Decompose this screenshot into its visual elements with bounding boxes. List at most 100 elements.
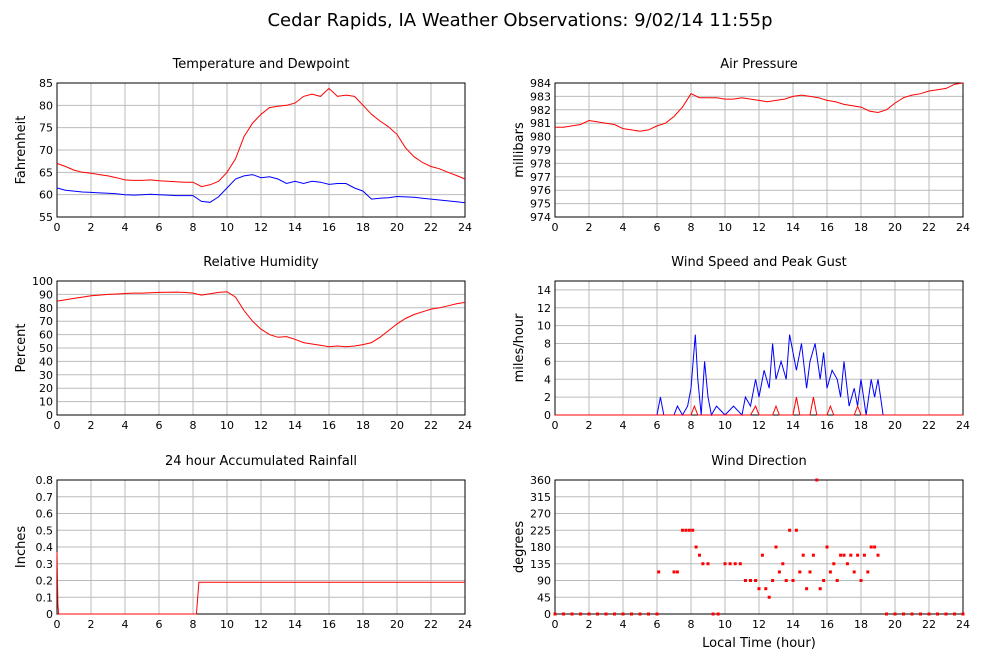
x-tick-label: 20 xyxy=(888,618,902,631)
y-tick-label: 0 xyxy=(46,608,53,621)
y-tick-label: 12 xyxy=(537,302,551,315)
scatter-point xyxy=(859,579,863,582)
y-tick-label: 70 xyxy=(39,144,53,157)
y-tick-label: 0.8 xyxy=(36,474,54,487)
scatter-point xyxy=(738,562,742,566)
y-tick-label: 975 xyxy=(530,198,551,211)
scatter-point xyxy=(788,528,792,532)
x-tick-label: 12 xyxy=(752,618,766,631)
chart-title: Wind Speed and Peak Gust xyxy=(671,255,846,270)
x-tick-label: 6 xyxy=(156,419,163,432)
scatter-point xyxy=(777,570,781,574)
y-tick-label: 20 xyxy=(39,382,53,395)
y-tick-label: 0.3 xyxy=(36,558,54,571)
y-tick-label: 2 xyxy=(544,391,551,404)
scatter-point xyxy=(811,553,815,557)
x-tick-label: 12 xyxy=(254,419,268,432)
x-tick-label: 20 xyxy=(390,419,404,432)
scatter-point xyxy=(771,579,775,582)
y-tick-label: 90 xyxy=(39,288,53,301)
scatter-point xyxy=(754,579,758,582)
x-tick-label: 22 xyxy=(424,221,438,234)
scatter-point xyxy=(832,562,836,566)
scatter-point xyxy=(869,545,873,549)
x-tick-label: 4 xyxy=(620,221,627,234)
y-tick-label: 55 xyxy=(39,211,53,224)
scatter-point xyxy=(839,553,843,557)
scatter-point xyxy=(893,612,897,616)
y-tick-label: 10 xyxy=(537,320,551,333)
scatter-point xyxy=(885,612,888,616)
y-tick-label: 30 xyxy=(39,369,53,382)
x-tick-label: 8 xyxy=(190,419,197,432)
x-tick-label: 24 xyxy=(956,221,970,234)
scatter-point xyxy=(570,612,574,616)
y-tick-label: 10 xyxy=(39,396,53,409)
x-tick-label: 10 xyxy=(220,618,234,631)
scatter-point xyxy=(621,612,625,616)
scatter-point xyxy=(760,553,764,557)
y-axis-label: Percent xyxy=(14,324,29,373)
chart-title: Relative Humidity xyxy=(203,255,319,270)
y-tick-label: 75 xyxy=(39,122,53,135)
y-tick-label: 270 xyxy=(530,508,551,521)
x-tick-label: 12 xyxy=(752,419,766,432)
y-tick-label: 0.1 xyxy=(36,591,54,604)
y-tick-label: 979 xyxy=(530,144,551,157)
y-tick-label: 85 xyxy=(39,77,53,90)
scatter-point xyxy=(852,570,856,574)
y-tick-label: 978 xyxy=(530,157,551,170)
scatter-point xyxy=(815,478,819,482)
scatter-point xyxy=(944,612,948,616)
y-tick-label: 14 xyxy=(537,284,551,297)
series-line xyxy=(56,551,465,615)
x-tick-label: 24 xyxy=(458,419,472,432)
y-tick-label: 50 xyxy=(39,342,53,355)
x-tick-label: 0 xyxy=(552,618,559,631)
x-tick-label: 22 xyxy=(424,618,438,631)
y-tick-label: 60 xyxy=(39,329,53,342)
scatter-point xyxy=(798,570,802,574)
x-tick-label: 16 xyxy=(322,419,336,432)
x-tick-label: 8 xyxy=(688,221,695,234)
scatter-point xyxy=(953,612,956,616)
scatter-point xyxy=(733,562,737,566)
scatter-point xyxy=(808,570,812,574)
x-tick-label: 14 xyxy=(288,618,302,631)
x-tick-label: 0 xyxy=(54,221,61,234)
x-tick-label: 24 xyxy=(458,618,472,631)
x-tick-label: 14 xyxy=(786,618,800,631)
scatter-point xyxy=(873,545,877,549)
scatter-point xyxy=(711,612,715,616)
scatter-point xyxy=(862,553,866,557)
x-tick-label: 0 xyxy=(552,419,559,432)
series-line xyxy=(555,334,963,417)
y-tick-label: 974 xyxy=(530,211,551,224)
scatter-point xyxy=(728,562,732,566)
scatter-point xyxy=(757,587,761,591)
scatter-point xyxy=(604,612,608,616)
y-tick-label: 45 xyxy=(537,591,551,604)
scatter-point xyxy=(805,587,809,591)
scatter-point xyxy=(596,612,599,616)
scatter-point xyxy=(579,612,582,616)
x-tick-label: 4 xyxy=(122,221,129,234)
scatter-point xyxy=(587,612,591,616)
y-tick-label: 0.6 xyxy=(36,508,54,521)
x-tick-label: 8 xyxy=(688,618,695,631)
y-tick-label: 90 xyxy=(537,575,551,588)
scatter-point xyxy=(774,545,778,549)
x-tick-label: 24 xyxy=(458,221,472,234)
y-tick-label: 6 xyxy=(544,355,551,368)
x-tick-label: 24 xyxy=(956,419,970,432)
x-tick-label: 4 xyxy=(122,419,129,432)
series-line xyxy=(555,82,964,132)
y-tick-label: 981 xyxy=(530,117,551,130)
x-tick-label: 0 xyxy=(54,618,61,631)
scatter-point xyxy=(822,579,826,582)
y-tick-label: 70 xyxy=(39,315,53,328)
x-tick-label: 12 xyxy=(254,221,268,234)
scatter-point xyxy=(764,587,768,591)
y-tick-label: 984 xyxy=(530,77,551,90)
